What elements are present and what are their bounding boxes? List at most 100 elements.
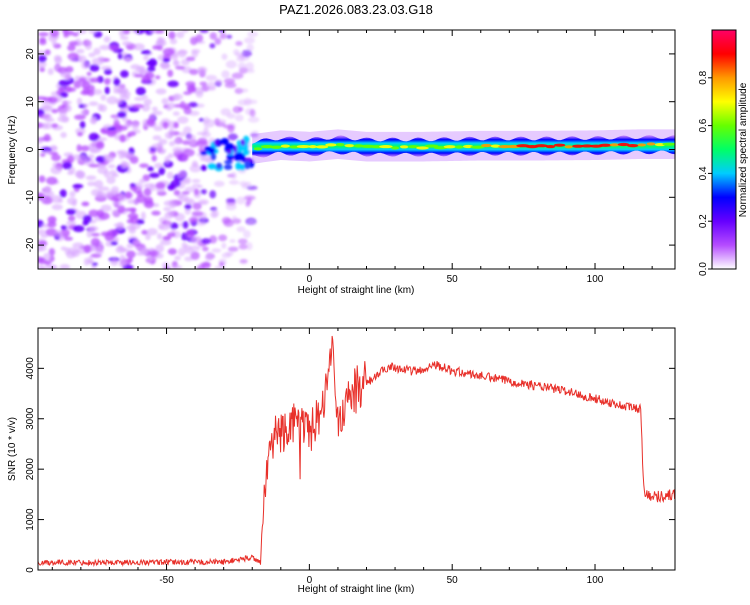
noise-speckle: [40, 233, 49, 239]
noise-speckle: [225, 203, 237, 211]
noise-speckle: [71, 199, 77, 207]
noise-speckle: [42, 104, 53, 112]
noise-speckle: [60, 131, 67, 139]
noise-speckle: [75, 170, 84, 179]
noise-speckle: [228, 180, 240, 185]
noise-speckle: [140, 49, 152, 55]
noise-speckle: [173, 121, 179, 129]
colorbar-tick-label: 0.0: [698, 262, 709, 276]
noise-speckle: [189, 164, 202, 173]
noise-speckle: [149, 30, 156, 34]
noise-speckle: [220, 108, 232, 116]
noise-speckle: [162, 236, 172, 241]
noise-speckle: [118, 262, 127, 267]
noise-speckle: [40, 152, 46, 157]
noise-speckle: [130, 215, 139, 225]
noise-speckle: [81, 61, 90, 70]
noise-speckle: [38, 245, 47, 252]
noise-speckle: [171, 54, 179, 61]
noise-speckle: [76, 144, 82, 152]
noise-speckle: [93, 179, 104, 189]
noise-speckle: [148, 58, 158, 67]
noise-speckle: [243, 37, 256, 44]
noise-speckle: [196, 264, 205, 269]
snr-x-label: Height of straight line (km): [298, 584, 415, 595]
colorbar-tick-label: 0.4: [698, 166, 709, 180]
noise-speckle: [197, 199, 210, 205]
transition-blob: [200, 151, 208, 156]
colorbar-ticks: 0.0 0.2 0.4 0.6 0.8: [698, 70, 712, 276]
noise-speckle: [243, 230, 251, 239]
noise-speckle: [206, 251, 212, 257]
noise-speckle: [185, 56, 196, 62]
noise-speckle: [67, 44, 76, 52]
noise-speckle: [184, 256, 194, 262]
noise-speckle: [61, 100, 72, 105]
band-hotspot: [545, 144, 556, 149]
noise-speckle: [143, 98, 152, 106]
noise-speckle: [67, 171, 74, 176]
noise-speckle: [174, 255, 181, 261]
noise-speckle: [104, 192, 112, 198]
noise-speckle: [162, 48, 175, 56]
noise-speckle: [80, 110, 87, 115]
noise-speckle: [44, 122, 53, 130]
noise-speckle: [77, 154, 87, 163]
noise-speckle: [77, 131, 84, 137]
band-hotspot: [454, 145, 464, 149]
noise-speckle: [205, 74, 218, 81]
noise-speckle: [38, 256, 45, 263]
noise-speckle: [146, 118, 155, 126]
noise-speckle: [213, 180, 225, 187]
transition-blob: [225, 143, 235, 151]
snr-y-tick-label: 3000: [25, 407, 36, 430]
noise-speckle: [104, 86, 110, 95]
noise-speckle: [188, 217, 199, 223]
noise-speckle: [147, 66, 156, 72]
noise-speckle: [51, 145, 58, 151]
noise-speckle: [156, 142, 163, 148]
noise-speckle: [147, 166, 154, 172]
noise-speckle: [100, 94, 107, 101]
noise-speckle: [47, 68, 54, 75]
noise-speckle: [168, 141, 175, 147]
noise-speckle: [145, 233, 151, 241]
noise-speckle: [178, 194, 189, 202]
noise-speckle: [107, 126, 117, 131]
noise-speckle: [189, 245, 201, 251]
noise-speckle: [39, 37, 47, 43]
noise-speckle: [86, 40, 93, 47]
noise-speckle: [106, 175, 116, 184]
noise-speckle: [129, 186, 138, 191]
noise-speckle: [246, 43, 254, 52]
transition-blob: [224, 160, 233, 165]
noise-speckle: [87, 90, 95, 97]
noise-speckle: [59, 189, 67, 198]
band-hotspot: [280, 144, 291, 148]
noise-speckle: [194, 188, 200, 196]
noise-speckle: [93, 47, 101, 55]
noise-speckle: [245, 68, 255, 74]
noise-speckle: [203, 116, 210, 124]
transition-blob: [240, 139, 246, 147]
snr-y-tick-label: 1000: [25, 508, 36, 531]
noise-speckle: [51, 108, 59, 114]
noise-speckle: [76, 41, 85, 46]
band-hotspot: [662, 142, 675, 146]
band-hotspot: [646, 142, 656, 146]
noise-speckle: [245, 62, 254, 71]
colorbar-label: Normalized spectral amplitude: [738, 82, 749, 217]
noise-speckle: [119, 134, 126, 143]
noise-speckle: [162, 58, 170, 63]
noise-speckle: [131, 30, 140, 34]
noise-speckle: [80, 145, 90, 152]
noise-speckle: [86, 230, 93, 238]
noise-speckle: [88, 52, 96, 58]
band-hotspot: [626, 144, 639, 148]
noise-speckle: [149, 183, 156, 192]
band-hotspot: [470, 145, 485, 149]
noise-speckle: [127, 199, 138, 204]
noise-speckle: [191, 48, 201, 54]
transition-blob: [220, 138, 229, 145]
